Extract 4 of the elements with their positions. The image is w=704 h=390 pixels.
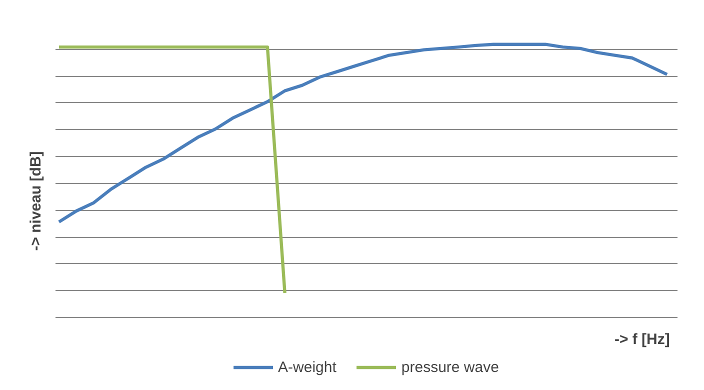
legend-label: pressure wave [401,358,499,376]
y-axis-title: -> niveau [dB] [28,151,44,251]
legend-label: A-weight [278,358,336,376]
x-axis-title: -> f [Hz] [614,331,670,348]
